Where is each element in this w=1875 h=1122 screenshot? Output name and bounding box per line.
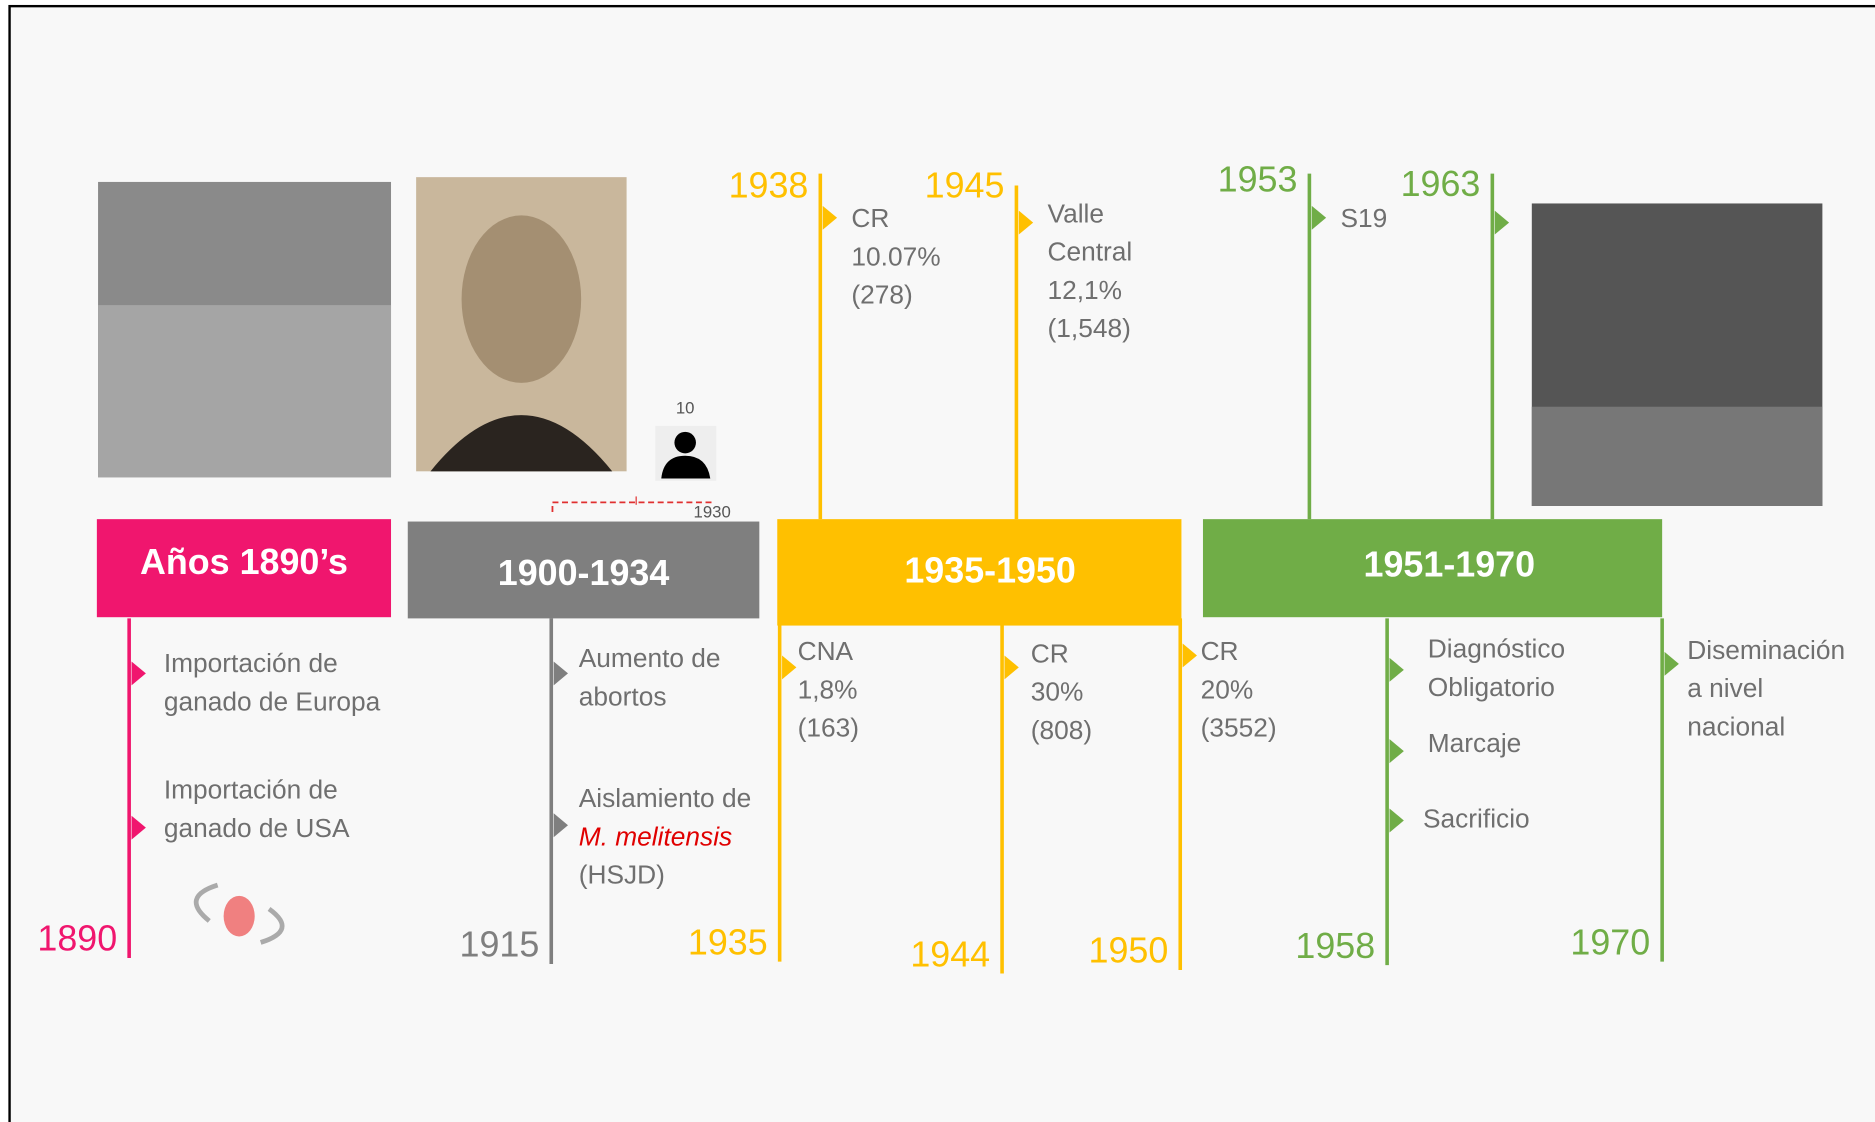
event-text: (163) xyxy=(798,713,859,743)
period-label: Años 1890’s xyxy=(140,542,348,582)
timeline: 10 1930 Años 1890’s 1900-1934 1935-1950 195… xyxy=(0,0,1875,1122)
event-text: 1,8% xyxy=(798,674,858,704)
event-year: 1938 xyxy=(729,165,809,205)
event-text: Importación de xyxy=(164,648,338,678)
event-text: Importación de xyxy=(164,775,338,805)
marker-count: 10 xyxy=(676,399,695,418)
event-text: (HSJD) xyxy=(579,860,665,890)
event-text: CNA xyxy=(798,636,854,666)
period-label: 1900-1934 xyxy=(498,553,670,593)
event-year: 1970 xyxy=(1570,922,1650,962)
period-label: 1951-1970 xyxy=(1364,544,1536,584)
event-text: ganado de USA xyxy=(164,813,350,843)
event-text: 20% xyxy=(1201,674,1254,704)
event-text: Valle xyxy=(1048,198,1105,228)
event-text: CR xyxy=(1031,638,1069,668)
event-year: 1958 xyxy=(1295,926,1375,966)
event-text: Diagnóstico xyxy=(1428,634,1565,664)
portrait-face xyxy=(462,215,582,382)
event-year: 1944 xyxy=(910,934,990,974)
event-year: 1915 xyxy=(460,925,540,965)
photo-water xyxy=(98,305,391,477)
event-text: S19 xyxy=(1340,203,1387,233)
event-text: 10.07% xyxy=(851,241,940,271)
event-year: 1950 xyxy=(1089,931,1169,971)
event-text: a nivel xyxy=(1687,673,1763,703)
event-text: Marcaje xyxy=(1428,728,1522,758)
event-text: (3552) xyxy=(1201,713,1277,743)
event-text: Sacrificio xyxy=(1423,803,1530,833)
event-text: nacional xyxy=(1687,711,1785,741)
event-text: 12,1% xyxy=(1048,275,1123,305)
event-text: Aislamiento de xyxy=(579,783,751,813)
cycle-icon xyxy=(224,896,255,937)
event-text: (1,548) xyxy=(1048,313,1131,343)
event-year: 1953 xyxy=(1218,159,1298,199)
event-text: Obligatorio xyxy=(1428,672,1555,702)
silhouette-head xyxy=(674,432,696,454)
photo-field xyxy=(1532,407,1823,506)
event-text: abortos xyxy=(579,681,667,711)
event-text: M. melitensis xyxy=(579,821,732,851)
period-label: 1935-1950 xyxy=(904,550,1076,590)
event-text: (278) xyxy=(851,280,912,310)
event-year: 1935 xyxy=(688,922,768,962)
event-year: 1890 xyxy=(37,919,117,959)
event-text: (808) xyxy=(1031,715,1092,745)
event-text: Central xyxy=(1048,237,1133,267)
event-text: Diseminación xyxy=(1687,635,1845,665)
event-year: 1945 xyxy=(925,165,1005,205)
event-text: ganado de Europa xyxy=(164,686,381,716)
marker-year: 1930 xyxy=(694,503,731,522)
event-text: Aumento de xyxy=(579,643,721,673)
event-text: CR xyxy=(851,203,889,233)
event-text: CR xyxy=(1201,636,1239,666)
event-year: 1963 xyxy=(1401,164,1481,204)
event-text: 30% xyxy=(1031,677,1084,707)
